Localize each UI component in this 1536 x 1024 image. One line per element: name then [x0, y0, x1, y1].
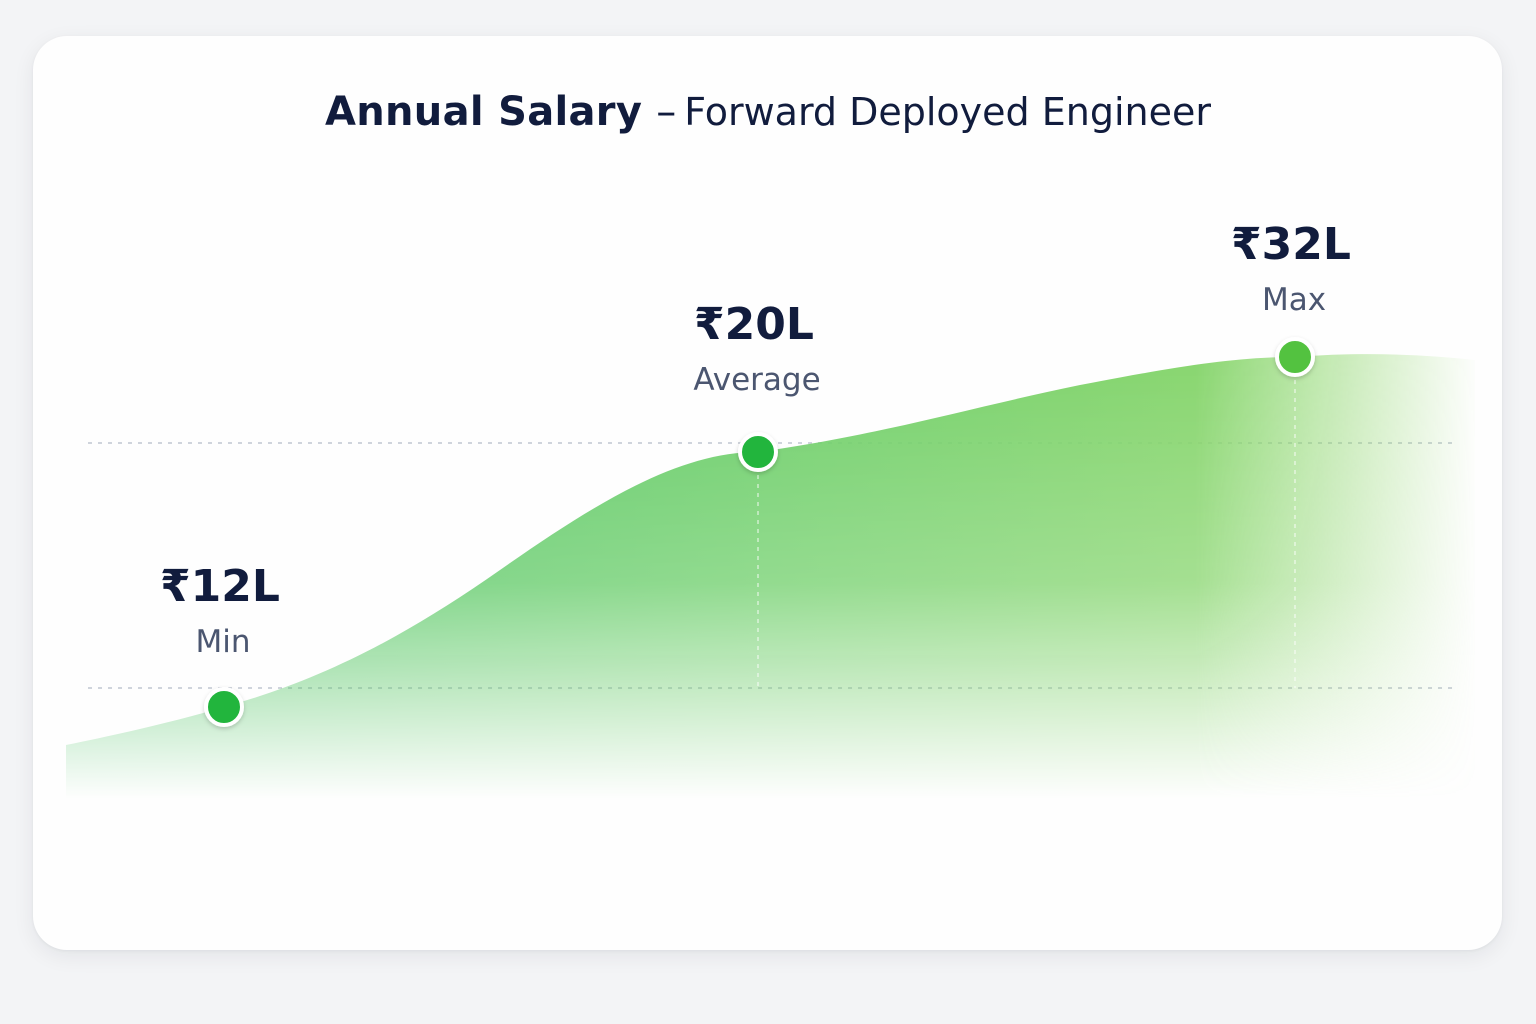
chart-title-main: Annual Salary: [324, 89, 643, 135]
data-point-max: [1275, 337, 1315, 377]
data-label-name: Average: [693, 362, 820, 398]
data-label-value: ₹20L: [694, 299, 814, 350]
data-label-name: Max: [1262, 282, 1326, 318]
data-label-value: ₹12L: [160, 561, 280, 612]
data-point-average: [738, 432, 778, 472]
data-label-value: ₹32L: [1231, 219, 1351, 270]
data-point-min: [204, 687, 244, 727]
salary-area: [66, 354, 1475, 900]
data-label-name: Min: [195, 624, 250, 660]
chart-title-separator: –: [656, 89, 677, 135]
chart-subtitle: Forward Deployed Engineer: [684, 90, 1211, 134]
chart-title: Annual Salary – Forward Deployed Engineer: [0, 84, 1536, 140]
